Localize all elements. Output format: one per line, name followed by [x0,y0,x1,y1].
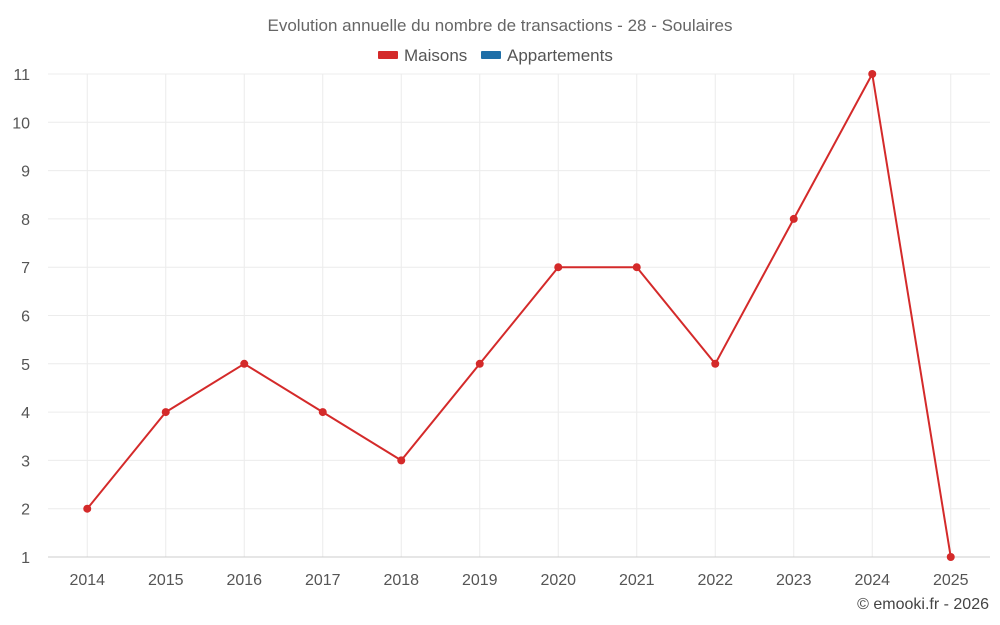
credit-text: © emooki.fr - 2026 [857,596,989,613]
data-point [240,359,249,368]
data-point [789,214,798,223]
series-maisons [83,70,955,561]
legend-label-appartements: Appartements [507,46,613,65]
y-tick-label: 8 [21,212,30,229]
chart-title: Evolution annuelle du nombre de transact… [268,16,733,35]
x-tick-label: 2018 [383,572,419,589]
data-point [318,408,327,417]
data-point [868,70,877,78]
data-point [711,359,720,368]
y-tick-label: 4 [21,405,30,422]
x-tick-label: 2022 [697,572,733,589]
x-tick-label: 2016 [226,572,262,589]
x-tick-label: 2021 [619,572,655,589]
y-tick-label: 3 [21,453,30,470]
x-tick-label: 2025 [933,572,969,589]
x-tick-label: 2023 [776,572,812,589]
legend: Maisons Appartements [378,46,613,65]
data-point [554,263,563,272]
x-tick-label: 2019 [462,572,498,589]
data-point [83,504,92,513]
x-tick-label: 2014 [69,572,105,589]
data-point [632,263,641,272]
y-tick-label: 11 [13,67,30,84]
legend-item-maisons[interactable]: Maisons [378,46,467,65]
x-tick-label: 2017 [305,572,341,589]
x-tick-label: 2020 [540,572,576,589]
legend-swatch-maisons [378,51,398,59]
data-point [161,408,170,417]
y-tick-label: 6 [21,309,30,326]
x-axis: 2014 2015 2016 2017 2018 2019 2020 2021 2022 2023… [69,572,968,589]
y-tick-label: 5 [21,357,30,374]
y-tick-label: 1 [21,550,30,567]
y-tick-label: 10 [12,115,30,132]
y-axis: 1 2 3 4 5 6 7 8 9 10 11 [12,67,30,567]
x-tick-label: 2024 [854,572,890,589]
data-point [475,359,484,368]
legend-item-appartements[interactable]: Appartements [481,46,613,65]
series-line-maisons [86,73,952,558]
y-tick-label: 2 [21,502,30,519]
data-point [946,553,955,561]
y-tick-label: 9 [21,164,30,181]
data-point [397,456,406,465]
y-tick-label: 7 [21,260,30,277]
x-tick-label: 2015 [148,572,184,589]
legend-swatch-appartements [481,51,501,59]
grid [48,73,990,558]
legend-label-maisons: Maisons [404,46,467,65]
